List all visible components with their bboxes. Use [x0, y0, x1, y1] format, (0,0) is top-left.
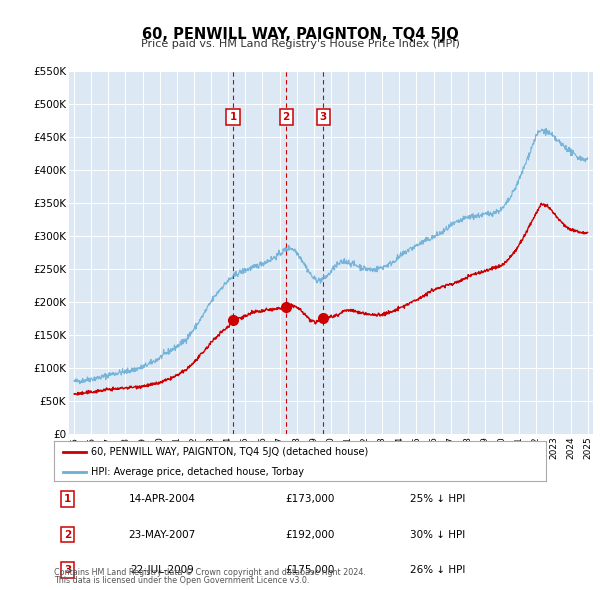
Text: 60, PENWILL WAY, PAIGNTON, TQ4 5JQ (detached house): 60, PENWILL WAY, PAIGNTON, TQ4 5JQ (deta… — [91, 447, 368, 457]
Text: 3: 3 — [64, 565, 71, 575]
Text: Contains HM Land Registry data © Crown copyright and database right 2024.: Contains HM Land Registry data © Crown c… — [54, 568, 366, 577]
Text: This data is licensed under the Open Government Licence v3.0.: This data is licensed under the Open Gov… — [54, 576, 310, 585]
Text: 25% ↓ HPI: 25% ↓ HPI — [410, 494, 466, 504]
Text: £175,000: £175,000 — [285, 565, 335, 575]
Text: 60, PENWILL WAY, PAIGNTON, TQ4 5JQ: 60, PENWILL WAY, PAIGNTON, TQ4 5JQ — [142, 27, 458, 41]
Text: 30% ↓ HPI: 30% ↓ HPI — [410, 530, 466, 539]
Text: 1: 1 — [64, 494, 71, 504]
Text: 1: 1 — [229, 112, 236, 122]
Text: 14-APR-2004: 14-APR-2004 — [129, 494, 196, 504]
Text: £173,000: £173,000 — [285, 494, 335, 504]
Text: Price paid vs. HM Land Registry's House Price Index (HPI): Price paid vs. HM Land Registry's House … — [140, 39, 460, 49]
Text: 2: 2 — [283, 112, 290, 122]
Text: 2: 2 — [64, 530, 71, 539]
Text: 22-JUL-2009: 22-JUL-2009 — [130, 565, 194, 575]
Text: 23-MAY-2007: 23-MAY-2007 — [128, 530, 196, 539]
Text: HPI: Average price, detached house, Torbay: HPI: Average price, detached house, Torb… — [91, 467, 304, 477]
Text: 26% ↓ HPI: 26% ↓ HPI — [410, 565, 466, 575]
Text: £192,000: £192,000 — [285, 530, 335, 539]
Text: 3: 3 — [320, 112, 327, 122]
